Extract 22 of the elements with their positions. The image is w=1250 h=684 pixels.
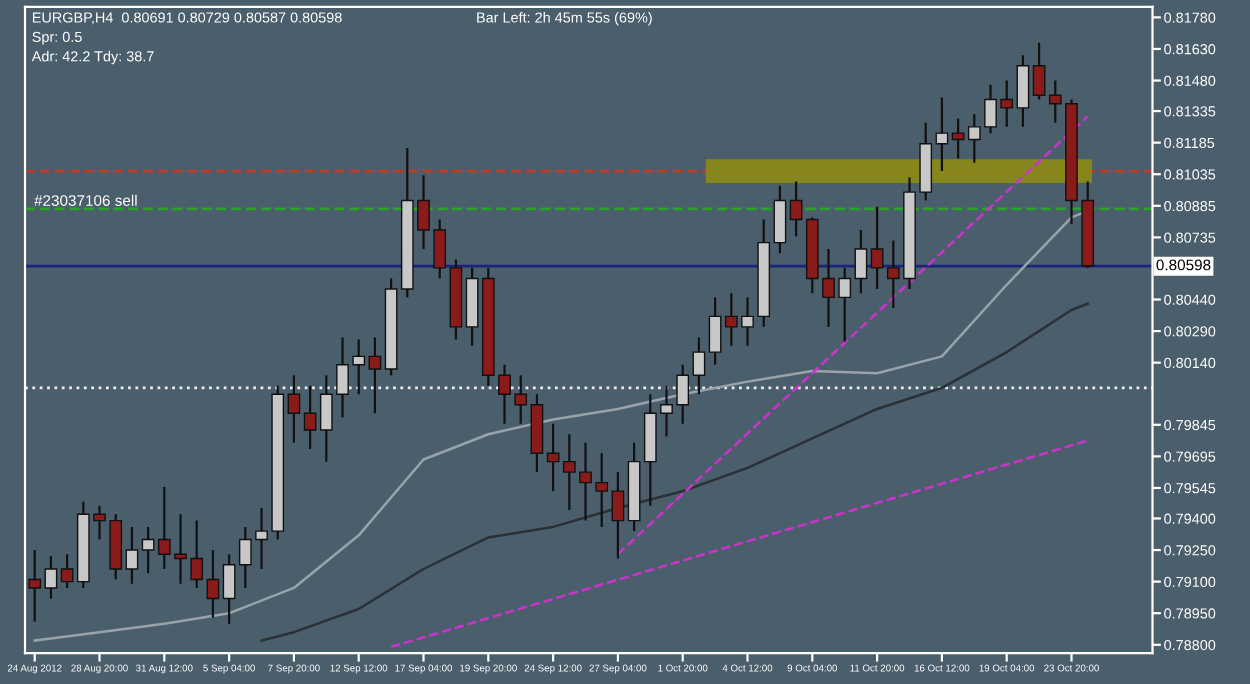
candlestick	[125, 525, 139, 585]
candlestick	[222, 553, 236, 625]
candlestick	[1032, 41, 1046, 101]
candlestick	[789, 180, 803, 238]
candlestick	[206, 548, 220, 619]
candlestick	[60, 553, 74, 590]
candlestick	[141, 525, 155, 575]
candlestick	[870, 205, 884, 291]
candlestick	[1016, 54, 1030, 128]
candlestick	[773, 184, 787, 255]
candlestick	[854, 228, 868, 295]
candlestick	[303, 384, 317, 451]
candlestick	[611, 471, 625, 560]
candlestick	[44, 555, 58, 600]
candlestick	[287, 374, 301, 444]
candlestick	[935, 96, 949, 173]
candlestick	[708, 296, 722, 366]
candlestick	[951, 117, 965, 160]
line-series	[260, 302, 1089, 642]
candlestick	[692, 336, 706, 396]
candlestick	[368, 336, 382, 415]
candlestick	[28, 548, 42, 623]
